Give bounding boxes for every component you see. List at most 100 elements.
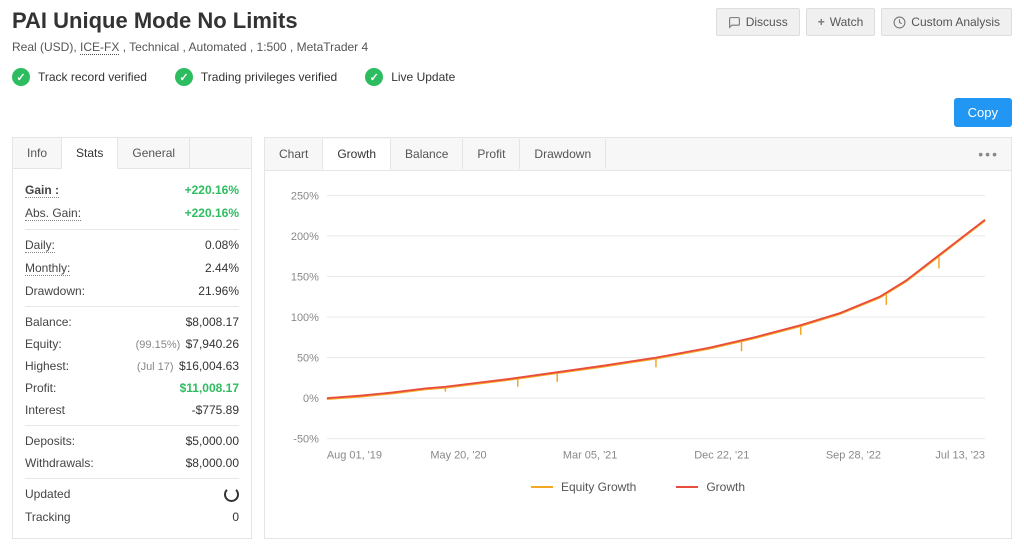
ctab-drawdown[interactable]: Drawdown	[520, 139, 606, 169]
stat-equity: Equity:(99.15%) $7,940.26	[25, 333, 239, 355]
svg-text:Mar 05, '21: Mar 05, '21	[563, 450, 617, 462]
header-buttons: Discuss + Watch Custom Analysis	[716, 8, 1012, 36]
abs-value: +220.16%	[185, 206, 239, 221]
verify-track-label: Track record verified	[38, 70, 147, 84]
gain-value: +220.16%	[185, 183, 239, 198]
svg-text:100%: 100%	[291, 312, 319, 324]
check-icon: ✓	[12, 68, 30, 86]
eq-value-wrap: (99.15%) $7,940.26	[136, 337, 239, 351]
hi-note: (Jul 17)	[137, 361, 174, 373]
svg-text:150%: 150%	[291, 271, 319, 283]
copy-button[interactable]: Copy	[954, 98, 1012, 127]
verify-row: ✓ Track record verified ✓ Trading privil…	[0, 62, 1024, 98]
verify-live: ✓ Live Update	[365, 68, 455, 86]
dd-label: Drawdown:	[25, 284, 85, 298]
dep-value: $5,000.00	[186, 434, 239, 448]
svg-text:Sep 28, '22: Sep 28, '22	[826, 450, 881, 462]
ctab-growth[interactable]: Growth	[323, 139, 391, 170]
stat-tracking: Tracking 0	[25, 506, 239, 528]
verify-priv: ✓ Trading privileges verified	[175, 68, 337, 86]
stats-body: Gain : +220.16% Abs. Gain: +220.16% Daily:…	[13, 169, 251, 538]
more-icon[interactable]: •••	[966, 138, 1011, 170]
svg-text:Dec 22, '21: Dec 22, '21	[694, 450, 749, 462]
chart-tabs: Chart Growth Balance Profit Drawdown •••	[265, 138, 1011, 171]
main-content: Info Stats General Gain : +220.16% Abs. G…	[0, 137, 1024, 551]
ctab-profit[interactable]: Profit	[463, 139, 520, 169]
custom-label: Custom Analysis	[911, 15, 1000, 29]
pr-label: Profit:	[25, 381, 56, 395]
chart-legend: Equity Growth Growth	[265, 476, 1011, 502]
stat-interest: Interest-$775.89	[25, 399, 239, 421]
hi-value-wrap: (Jul 17) $16,004.63	[137, 359, 239, 373]
svg-text:0%: 0%	[303, 393, 319, 405]
header: PAI Unique Mode No Limits Real (USD), IC…	[0, 0, 1024, 62]
chart-area: -50% 0% 50% 100% 150% 200% 250% Aug 01, '19 May …	[265, 171, 1011, 476]
legend-growth: Growth	[676, 480, 745, 494]
dd-value: 21.96%	[198, 284, 239, 298]
daily-value: 0.08%	[205, 238, 239, 253]
subtitle-post: , Technical , Automated , 1:500 , MetaTr…	[119, 40, 368, 54]
wd-value: $8,000.00	[186, 456, 239, 470]
trk-value: 0	[232, 510, 239, 524]
int-label: Interest	[25, 403, 65, 417]
verify-track: ✓ Track record verified	[12, 68, 147, 86]
stat-dd: Drawdown: 21.96%	[25, 280, 239, 302]
stat-withdrawals: Withdrawals: $8,000.00	[25, 452, 239, 474]
watch-button[interactable]: + Watch	[806, 8, 876, 36]
tab-info[interactable]: Info	[13, 138, 62, 168]
legend-equity-swatch	[531, 486, 553, 488]
legend-growth-label: Growth	[706, 480, 745, 494]
monthly-value: 2.44%	[205, 261, 239, 276]
stat-deposits: Deposits: $5,000.00	[25, 425, 239, 452]
check-icon: ✓	[365, 68, 383, 86]
ctab-chart[interactable]: Chart	[265, 139, 323, 169]
stat-highest: Highest: (Jul 17) $16,004.63	[25, 355, 239, 377]
hi-label: Highest:	[25, 359, 69, 373]
stats-sidebar: Info Stats General Gain : +220.16% Abs. G…	[12, 137, 252, 539]
growth-chart: -50% 0% 50% 100% 150% 200% 250% Aug 01, '19 May …	[279, 185, 997, 465]
clock-icon	[893, 16, 906, 29]
copy-row: Copy	[0, 98, 1024, 137]
broker-link[interactable]: ICE-FX	[80, 40, 119, 55]
stat-gain: Gain : +220.16%	[25, 179, 239, 202]
hi-value: $16,004.63	[179, 359, 239, 373]
daily-label: Daily:	[25, 238, 55, 253]
verify-priv-label: Trading privileges verified	[201, 70, 337, 84]
gain-label: Gain :	[25, 183, 59, 198]
svg-text:Jul 13, '23: Jul 13, '23	[935, 450, 985, 462]
page-subtitle: Real (USD), ICE-FX , Technical , Automat…	[12, 40, 368, 54]
stat-monthly: Monthly:2.44%	[25, 257, 239, 280]
trk-label: Tracking	[25, 510, 71, 524]
eq-value: $7,940.26	[186, 337, 239, 351]
custom-analysis-button[interactable]: Custom Analysis	[881, 8, 1012, 36]
subtitle-pre: Real (USD),	[12, 40, 80, 54]
title-block: PAI Unique Mode No Limits Real (USD), IC…	[12, 8, 368, 54]
upd-label: Updated	[25, 487, 70, 502]
watch-label: Watch	[830, 15, 864, 29]
spinner-icon	[224, 487, 239, 502]
svg-text:250%: 250%	[291, 190, 319, 202]
verify-live-label: Live Update	[391, 70, 455, 84]
tab-stats[interactable]: Stats	[62, 138, 118, 169]
legend-equity-label: Equity Growth	[561, 480, 636, 494]
page-title: PAI Unique Mode No Limits	[12, 8, 368, 34]
svg-text:50%: 50%	[297, 353, 319, 365]
stat-balance: Balance:$8,008.17	[25, 306, 239, 333]
ctab-balance[interactable]: Balance	[391, 139, 463, 169]
plus-icon: +	[818, 15, 825, 29]
tab-general[interactable]: General	[118, 138, 190, 168]
svg-text:200%: 200%	[291, 231, 319, 243]
svg-text:Aug 01, '19: Aug 01, '19	[327, 450, 382, 462]
svg-text:May 20, '20: May 20, '20	[430, 450, 486, 462]
svg-text:-50%: -50%	[293, 434, 319, 446]
discuss-label: Discuss	[746, 15, 788, 29]
wd-label: Withdrawals:	[25, 456, 94, 470]
eq-note: (99.15%)	[136, 339, 181, 351]
abs-label: Abs. Gain:	[25, 206, 81, 221]
stat-updated: Updated	[25, 478, 239, 506]
stat-daily: Daily: 0.08%	[25, 229, 239, 257]
check-icon: ✓	[175, 68, 193, 86]
discuss-button[interactable]: Discuss	[716, 8, 800, 36]
dep-label: Deposits:	[25, 434, 75, 448]
chart-panel: Chart Growth Balance Profit Drawdown •••…	[264, 137, 1012, 539]
